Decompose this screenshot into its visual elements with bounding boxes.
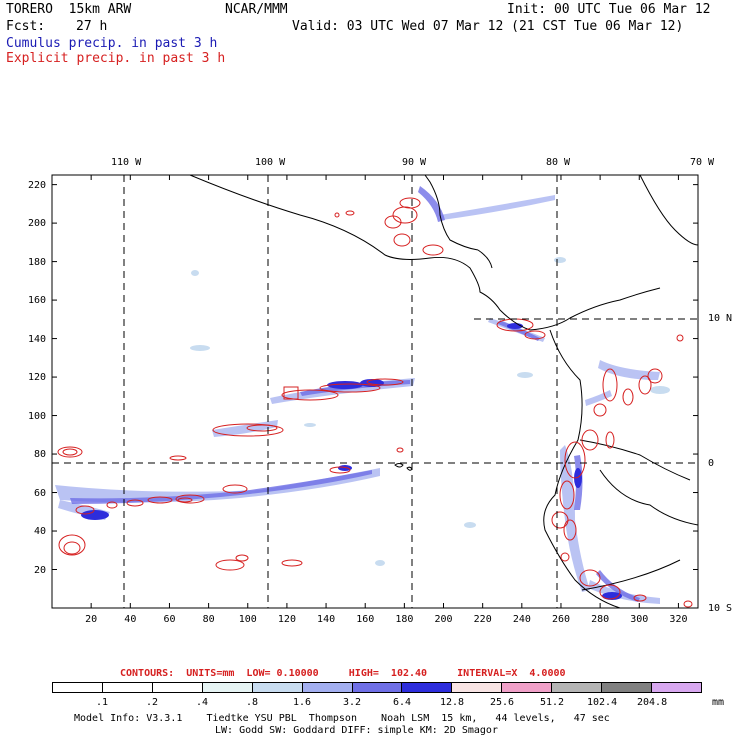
coastlines [189,175,698,608]
colorbar-label: 25.6 [490,697,515,708]
colorbar-swatch [352,683,403,692]
y-tick-label: 60 [34,487,47,499]
forecast-hour: 27 h [76,19,108,34]
x-tick-label: 240 [512,614,531,625]
colorbar-swatch [602,683,653,692]
physics-info: LW: Godd SW: Goddard DIFF: simple KM: 2D… [215,725,498,736]
x-tick-label: 160 [356,614,375,625]
colorbar [52,682,702,693]
colorbar-swatch [202,683,253,692]
explicit-contours [57,197,693,608]
y-tick-label: 40 [34,526,47,538]
colorbar-label: 204.8 [637,697,668,708]
x-tick-label: 40 [124,614,137,625]
colorbar-swatch [102,683,153,692]
x-tick-label: 260 [551,614,571,625]
y-tick-label: 220 [28,179,47,191]
y-tick-label: 20 [34,564,47,576]
plot-frame [51,174,699,609]
y-tick-label: 140 [28,333,47,345]
x-tick-label: 300 [630,614,649,625]
y-tick-label: 180 [28,256,47,268]
lon-label-100w: 100 W [255,157,286,168]
colorbar-swatch [152,683,203,692]
colorbar-label: .2 [146,697,159,708]
colorbar-label: 6.4 [393,697,412,708]
x-tick-label: 280 [591,614,610,625]
colorbar-swatch [652,683,701,692]
colorbar-label: .1 [96,697,109,708]
x-tick-label: 80 [202,614,215,625]
colorbar-label: 102.4 [587,697,618,708]
lat-label-10n: 10 N [708,313,733,324]
colorbar-unit: mm [712,697,725,708]
colorbar-swatch [53,683,103,692]
explicit-field-title: Explicit precip. in past 3 h [6,51,226,66]
colorbar-label: 12.8 [440,697,465,708]
y-tick-label: 80 [34,449,47,461]
colorbar-label: 3.2 [343,697,362,708]
x-tick-label: 220 [473,614,492,625]
lat-label-10s: 10 S [708,603,733,614]
y-tick-label: 100 [28,410,47,422]
org-name: NCAR/MMM [225,2,288,17]
contour-info: CONTOURS: UNITS=mm LOW= 0.10000 HIGH= 10… [120,668,566,679]
y-tick-label: 200 [28,218,47,230]
x-axis-ticks [90,175,679,608]
colorbar-swatch [552,683,603,692]
latlon-grid [52,175,698,608]
x-tick-label: 200 [434,614,453,625]
lon-label-70w: 70 W [690,157,715,168]
colorbar-swatch [502,683,553,692]
x-tick-label: 100 [238,614,257,625]
colorbar-label: 1.6 [293,697,312,708]
lon-label-110w: 110 W [111,157,142,168]
forecast-label: Fcst: [6,19,46,34]
y-tick-label: 120 [28,372,47,384]
colorbar-swatch [302,683,353,692]
model-name: TORERO 15km ARW [6,2,132,17]
precip-shading [55,186,670,604]
x-tick-label: 180 [395,614,414,625]
valid-time: Valid: 03 UTC Wed 07 Mar 12 (21 CST Tue … [292,19,684,34]
x-tick-label: 320 [669,614,688,625]
x-tick-label: 140 [317,614,336,625]
colorbar-label: .8 [246,697,259,708]
colorbar-label: .4 [196,697,209,708]
colorbar-label: 51.2 [540,697,565,708]
x-tick-label: 120 [277,614,296,625]
model-info: Model Info: V3.3.1 Tiedtke YSU PBL Thomp… [74,713,610,724]
lon-label-80w: 80 W [546,157,571,168]
init-time: Init: 00 UTC Tue 06 Mar 12 [507,2,711,17]
lat-label-0: 0 [708,458,715,469]
y-axis-ticks [52,184,698,571]
x-tick-label: 60 [163,614,176,625]
colorbar-swatch [252,683,303,692]
lon-label-90w: 90 W [402,157,427,168]
x-tick-label: 20 [85,614,98,625]
colorbar-swatch [402,683,453,692]
cumulus-field-title: Cumulus precip. in past 3 h [6,36,218,51]
colorbar-swatch [452,683,503,692]
y-tick-label: 160 [28,295,47,307]
